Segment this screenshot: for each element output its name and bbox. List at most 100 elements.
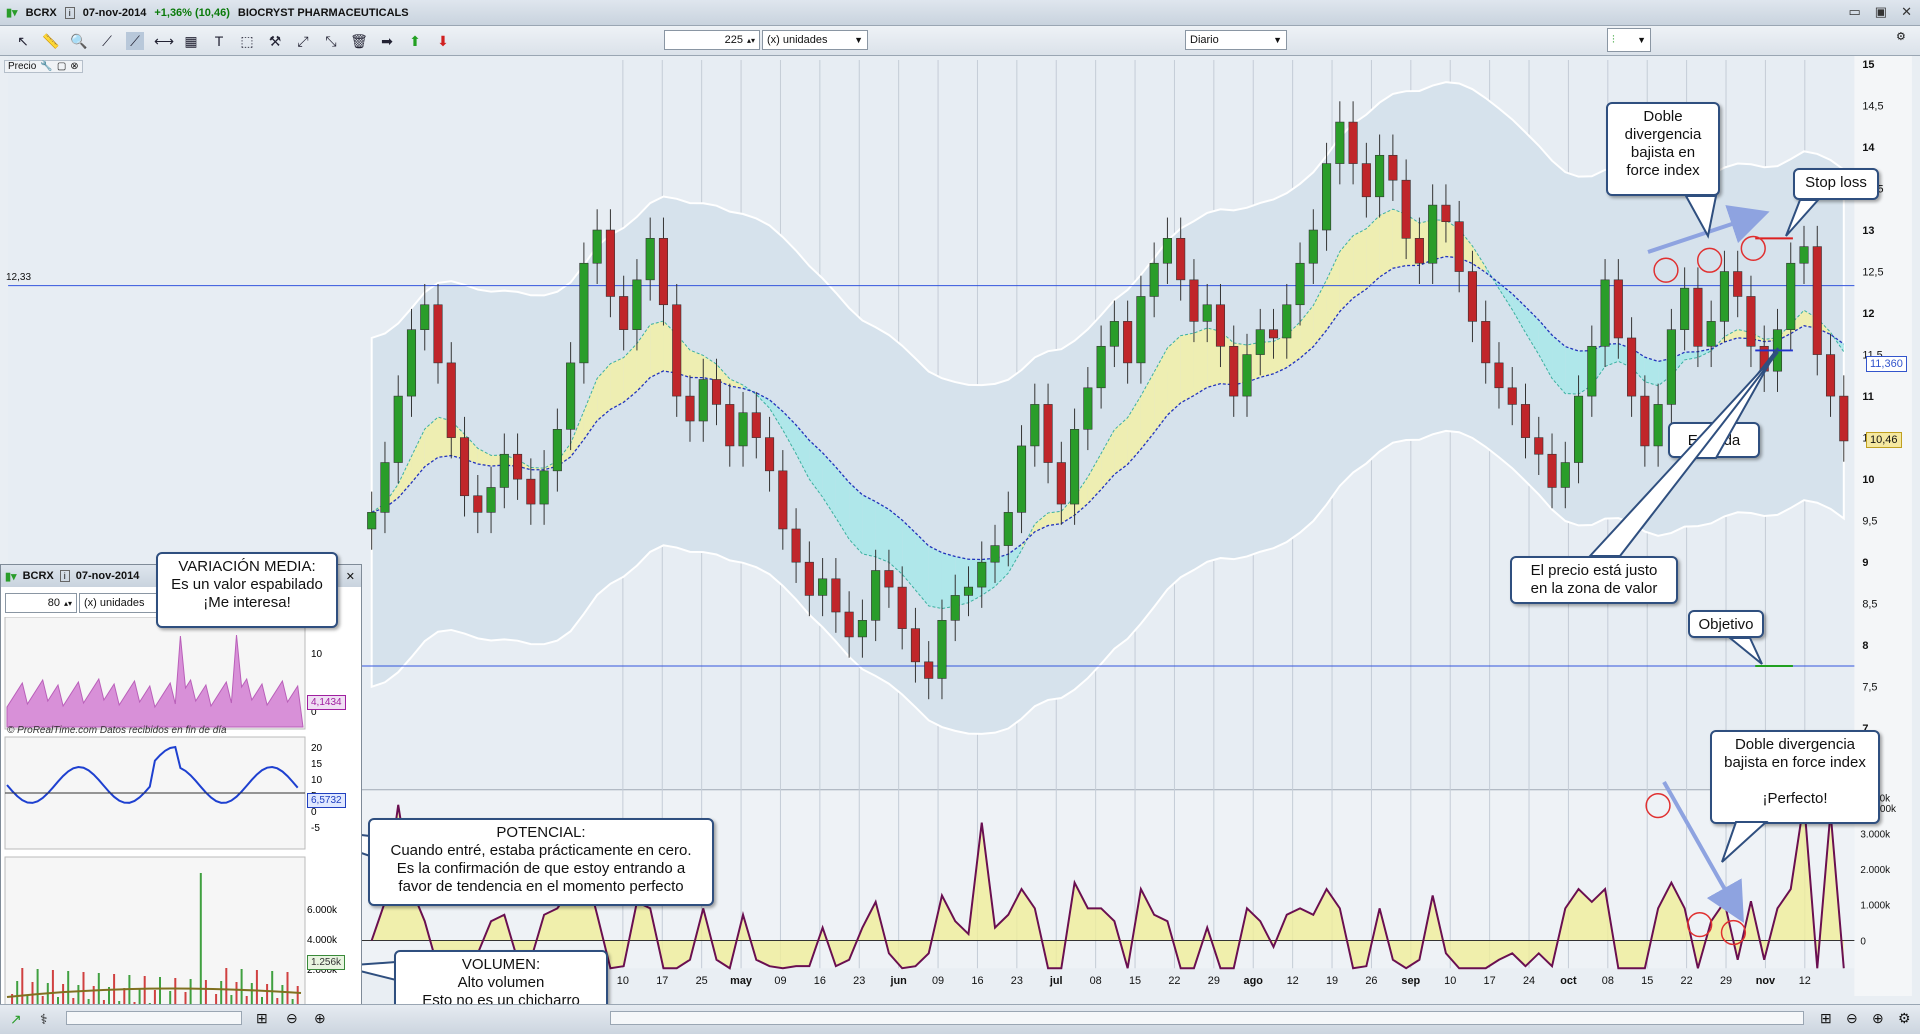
value-zone-segment bbox=[636, 324, 651, 392]
period-select[interactable]: Diario ▼ bbox=[1185, 30, 1287, 50]
value-zone-segment bbox=[1353, 228, 1367, 299]
indicator-icon[interactable]: ⚕ bbox=[40, 1011, 48, 1027]
value-zone-segment bbox=[1034, 512, 1049, 532]
units-input[interactable]: 225 ▴▾ bbox=[664, 30, 760, 50]
units-label: (x) unidades bbox=[767, 34, 828, 46]
candle-body bbox=[1520, 404, 1531, 438]
pointer-icon[interactable]: ↖ bbox=[17, 32, 29, 49]
candle-body bbox=[963, 586, 974, 596]
value-zone-segment bbox=[875, 501, 889, 563]
maximize-icon[interactable]: ▣ bbox=[1874, 4, 1888, 19]
sub-close-icon[interactable]: ✕ bbox=[345, 570, 355, 583]
value-zone-segment bbox=[1114, 417, 1128, 475]
x-tick-label: 08 bbox=[1602, 975, 1614, 987]
candle-body bbox=[831, 578, 841, 613]
candle-body bbox=[1428, 204, 1438, 264]
x-tick-label: 29 bbox=[1720, 975, 1732, 987]
main-scrollbar[interactable] bbox=[610, 1011, 1804, 1025]
candle-body bbox=[924, 661, 934, 679]
x-tick-label: 23 bbox=[1011, 975, 1023, 987]
candle-body bbox=[1162, 238, 1172, 264]
zoom-out-icon[interactable]: ⊖ bbox=[1846, 1010, 1858, 1026]
shapes-icon[interactable]: ⬚ bbox=[240, 32, 254, 49]
candle-body bbox=[738, 412, 748, 447]
sub-chart-menu-icon[interactable]: ▮▾ bbox=[5, 570, 17, 583]
callout-doble-divergencia-force: Doble divergencia bajista en force index… bbox=[1710, 730, 1880, 824]
sub-units-input[interactable]: 80 ▴▾ bbox=[5, 593, 77, 613]
callout-variacion-media: VARIACIÓN MEDIA: Es un valor espabilado … bbox=[156, 552, 338, 628]
close-icon[interactable]: ✕ bbox=[1901, 4, 1912, 19]
wrench-icon[interactable]: 🔧 bbox=[40, 61, 53, 72]
zoom-fit-icon[interactable]: ⊞ bbox=[1820, 1010, 1832, 1026]
info-icon[interactable]: i bbox=[64, 6, 75, 19]
export-icon[interactable]: ↗ bbox=[10, 1011, 22, 1027]
x-tick-label: 16 bbox=[814, 975, 826, 987]
candle-body bbox=[1839, 395, 1849, 442]
candle-body bbox=[579, 262, 589, 364]
candle-body bbox=[566, 362, 576, 430]
variacion-area bbox=[6, 634, 304, 728]
panel-settings-icon[interactable]: ⚙ bbox=[1896, 31, 1906, 43]
value-zone-segment bbox=[1552, 335, 1566, 394]
candle-body bbox=[1361, 163, 1371, 198]
candle-body bbox=[1056, 462, 1066, 505]
window-icon[interactable]: ▢ bbox=[56, 61, 67, 72]
settings-icon[interactable]: ⚙ bbox=[1898, 1010, 1911, 1026]
value-zone-segment bbox=[822, 452, 836, 518]
fibonacci-icon[interactable]: ▦ bbox=[184, 32, 198, 49]
candle-body bbox=[539, 470, 549, 505]
candle-body bbox=[433, 304, 443, 364]
sub-units-select[interactable]: (x) unidades bbox=[79, 593, 167, 613]
tools-icon[interactable]: ⚒ bbox=[268, 32, 282, 49]
chart-type-select[interactable]: ⫶ ▼ bbox=[1607, 28, 1651, 52]
arrow-right-icon[interactable]: ➡ bbox=[381, 32, 393, 49]
candle-body bbox=[420, 304, 430, 330]
company-name: BIOCRYST PHARMACEUTICALS bbox=[237, 6, 409, 19]
arrow-down-icon[interactable]: ⬇ bbox=[437, 32, 449, 49]
value-zone-segment bbox=[1498, 282, 1513, 310]
candle-body bbox=[1149, 262, 1159, 297]
potencial-axis-label: 15 bbox=[311, 759, 323, 770]
text-tool-icon[interactable]: T bbox=[214, 32, 224, 49]
value-zone-segment bbox=[1300, 305, 1314, 359]
x-tick-label: jun bbox=[889, 975, 906, 987]
sub-scrollbar[interactable] bbox=[66, 1011, 242, 1025]
value-zone-segment bbox=[1167, 335, 1181, 416]
candle-body bbox=[1587, 345, 1597, 397]
sub-ticker: BCRX bbox=[22, 570, 54, 582]
x-tick-label: 22 bbox=[1681, 975, 1693, 987]
candle-body bbox=[1215, 304, 1226, 347]
panel-close-icon[interactable]: ⊗ bbox=[70, 61, 79, 72]
volumen-axis-label: 6.000k bbox=[307, 905, 338, 916]
sub-info-icon[interactable]: i bbox=[59, 570, 70, 582]
units-select[interactable]: (x) unidades ▼ bbox=[762, 30, 868, 50]
candle-body bbox=[1454, 221, 1464, 272]
last-price-tag: 10,46 bbox=[1866, 432, 1902, 448]
price-panel-header: Precio 🔧 ▢ ⊗ bbox=[4, 60, 83, 73]
candle-body bbox=[1481, 321, 1491, 364]
callout-entrada: Entrada bbox=[1668, 422, 1760, 458]
sub-units-label: (x) unidades bbox=[84, 597, 145, 609]
value-zone-segment bbox=[1472, 246, 1486, 273]
candle-body bbox=[552, 429, 562, 472]
zoom-icon[interactable]: 🔍 bbox=[70, 32, 88, 49]
line-tool-icon[interactable]: ⟋ bbox=[102, 32, 112, 49]
trash-icon[interactable]: 🗑 bbox=[350, 32, 368, 49]
channel-icon[interactable]: ⤡ bbox=[325, 32, 337, 49]
sub-zoom-out-icon[interactable]: ⊖ bbox=[286, 1010, 298, 1026]
potencial-line bbox=[6, 745, 299, 804]
value-zone-segment bbox=[1379, 209, 1393, 277]
sub-zoom-in-icon[interactable]: ⊕ bbox=[314, 1010, 326, 1026]
horizontal-line-icon[interactable]: ⟷ bbox=[154, 32, 175, 49]
minimize-icon[interactable]: ▭ bbox=[1848, 4, 1861, 19]
candle-body bbox=[672, 304, 682, 397]
zoom-in-icon[interactable]: ⊕ bbox=[1872, 1010, 1884, 1026]
chart-menu-icon[interactable]: ▮▾ bbox=[6, 7, 18, 19]
magic-icon[interactable]: ⤢ bbox=[297, 32, 309, 49]
candle-body bbox=[1799, 246, 1809, 264]
y-tick-label: 8 bbox=[1862, 640, 1868, 652]
sub-zoom-fit-icon[interactable]: ⊞ bbox=[256, 1010, 268, 1026]
ruler-icon[interactable]: 📏 bbox=[42, 32, 60, 49]
arrow-up-icon[interactable]: ⬆ bbox=[409, 32, 421, 49]
trendline-icon[interactable]: ⟋ bbox=[126, 31, 144, 50]
